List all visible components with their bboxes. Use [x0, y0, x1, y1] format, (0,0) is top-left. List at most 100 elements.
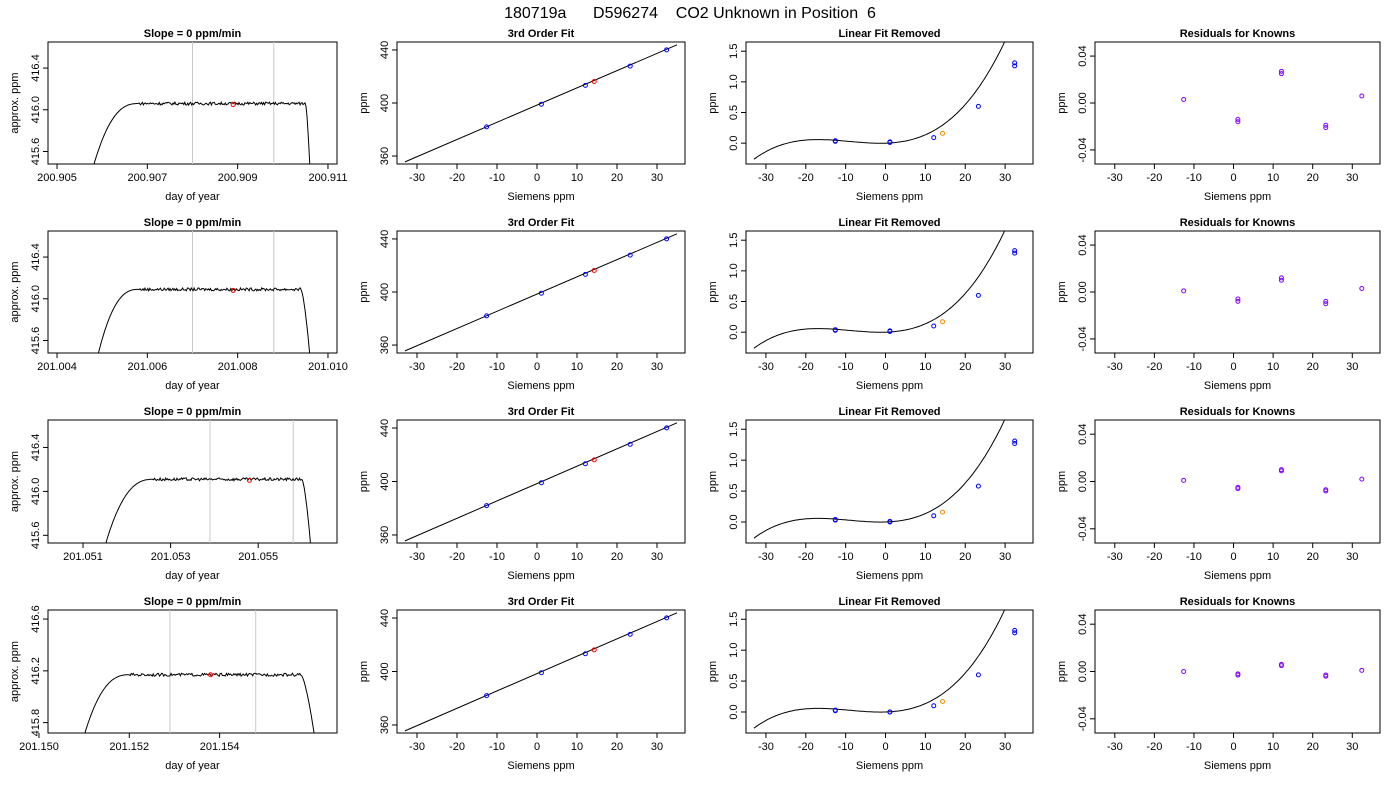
- figure-title: 180719a D596274 CO2 Unknown in Position …: [504, 5, 876, 22]
- y-tick-label: 0.5: [728, 673, 740, 688]
- unknown-point: [940, 319, 946, 325]
- panel-residuals-row-2: Residuals for Knowns -30 -20 -10 0 10 20 30 -0.0…: [1056, 217, 1381, 392]
- y-axis-label: ppm: [358, 661, 370, 682]
- known-point: [931, 323, 937, 329]
- x-tick-label: -10: [489, 551, 505, 563]
- x-tick-label: -20: [798, 741, 814, 753]
- x-tick-label: 30: [1346, 172, 1358, 184]
- known-point: [627, 63, 633, 69]
- x-tick-label: 200.907: [127, 172, 167, 184]
- x-tick-label: -20: [449, 361, 465, 373]
- residual-point: [1323, 125, 1329, 131]
- x-tick-label: 0: [534, 741, 540, 753]
- x-tick-label: 30: [651, 172, 663, 184]
- residual-point: [1235, 296, 1241, 302]
- y-axis-label: ppm: [1056, 471, 1068, 492]
- ppm-trace: [105, 476, 311, 543]
- y-tick-label: 416.4: [30, 54, 42, 82]
- x-axis-label: Siemens ppm: [507, 570, 574, 582]
- known-point: [975, 672, 981, 678]
- y-axis-label: ppm: [707, 281, 719, 302]
- y-tick-label: 416.4: [30, 434, 42, 462]
- ppm-trace: [97, 286, 311, 353]
- x-tick-label: 20: [1307, 361, 1319, 373]
- x-tick-label: -10: [1186, 172, 1202, 184]
- plot-frame: [1094, 41, 1381, 165]
- plot-area: [753, 610, 1018, 729]
- plot-area: [404, 422, 678, 542]
- y-tick-label: 415.8: [30, 709, 42, 737]
- y-tick-label: 416.4: [30, 243, 42, 271]
- y-tick-label: 360: [379, 526, 391, 544]
- y-tick-label: 360: [379, 716, 391, 734]
- unknown-point: [940, 509, 946, 515]
- residual-point: [1278, 663, 1284, 669]
- panel-time-series-row-1: Slope = 0 ppm/min 200.905 200.907 200.909 20…: [9, 28, 347, 203]
- x-tick-label: 10: [919, 172, 931, 184]
- panel-title: Linear Fit Removed: [838, 596, 940, 608]
- x-tick-label: 200.909: [218, 172, 258, 184]
- x-tick-label: 20: [959, 551, 971, 563]
- x-tick-label: 10: [1267, 741, 1279, 753]
- x-tick-label: 10: [571, 551, 583, 563]
- residual-curve: [753, 420, 1006, 539]
- plot-area: [753, 42, 1018, 160]
- plot-frame: [47, 419, 338, 544]
- x-tick-label: 20: [1307, 551, 1319, 563]
- y-axis-label: approx. ppm: [9, 451, 21, 512]
- known-point: [931, 513, 937, 519]
- known-point: [582, 461, 588, 467]
- y-tick-label: 1.0: [728, 453, 740, 468]
- x-tick-label: 201.053: [151, 551, 191, 563]
- panel-fit-row-2: 3rd Order Fit -30 -20 -10 0 10 20 30 360 400 440 Si…: [358, 217, 686, 392]
- y-tick-label: 1.5: [728, 422, 740, 437]
- unknown-point: [940, 698, 946, 704]
- known-point: [832, 327, 838, 333]
- panel-title: Residuals for Knowns: [1180, 596, 1296, 608]
- residual-point: [1235, 119, 1241, 125]
- x-tick-label: 10: [1267, 172, 1279, 184]
- y-axis-label: ppm: [358, 471, 370, 492]
- x-tick-label: 10: [571, 172, 583, 184]
- panel-title: Slope = 0 ppm/min: [144, 217, 242, 229]
- residual-curve: [753, 610, 1006, 729]
- panel-title: 3rd Order Fit: [508, 596, 575, 608]
- x-tick-label: -20: [449, 741, 465, 753]
- residual-point: [1359, 667, 1365, 673]
- x-tick-label: 0: [1230, 741, 1236, 753]
- x-tick-label: 30: [999, 741, 1011, 753]
- x-tick-label: -30: [1107, 551, 1123, 563]
- y-tick-label: 400: [379, 472, 391, 490]
- known-point: [538, 670, 544, 676]
- y-tick-label: 415.6: [30, 327, 42, 355]
- known-point: [975, 292, 981, 298]
- plot-area: [753, 420, 1018, 539]
- x-tick-label: 10: [919, 741, 931, 753]
- y-tick-label: 1.5: [728, 612, 740, 627]
- x-axis-label: Siemens ppm: [856, 570, 923, 582]
- panel-title: 3rd Order Fit: [508, 406, 575, 418]
- known-point: [484, 503, 490, 509]
- y-tick-label: 0.00: [1077, 471, 1089, 492]
- y-axis-label: approx. ppm: [9, 261, 21, 322]
- known-point: [627, 252, 633, 258]
- known-point: [887, 518, 893, 524]
- panel-title: Residuals for Knowns: [1180, 406, 1296, 418]
- x-axis-label: Siemens ppm: [507, 760, 574, 772]
- panel-title: Residuals for Knowns: [1180, 217, 1296, 229]
- x-tick-label: 201.154: [200, 741, 240, 753]
- plot-area: [84, 610, 315, 733]
- known-point: [1012, 627, 1018, 633]
- y-tick-label: 440: [379, 419, 391, 437]
- panel-title: Slope = 0 ppm/min: [144, 596, 242, 608]
- panel-linear-removed-row-3: Linear Fit Removed -30 -20 -10 0 10 20 30 0.0 0.5…: [707, 406, 1034, 582]
- known-point: [582, 271, 588, 277]
- x-tick-label: 0: [534, 361, 540, 373]
- y-tick-label: 415.6: [30, 522, 42, 550]
- y-tick-label: 0.5: [728, 294, 740, 309]
- known-point: [627, 441, 633, 447]
- residual-point: [1278, 468, 1284, 474]
- known-point: [887, 328, 893, 334]
- residual-point: [1278, 71, 1284, 77]
- x-tick-label: 10: [1267, 361, 1279, 373]
